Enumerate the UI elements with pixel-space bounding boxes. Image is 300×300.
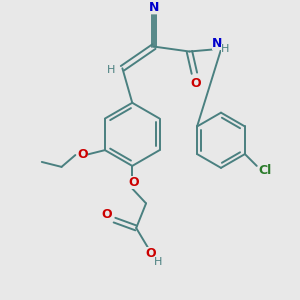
Text: H: H: [154, 256, 162, 266]
Text: O: O: [128, 176, 139, 189]
Text: H: H: [221, 44, 229, 54]
Text: O: O: [77, 148, 88, 160]
Text: H: H: [107, 65, 116, 75]
Text: O: O: [190, 76, 201, 90]
Text: O: O: [146, 247, 156, 260]
Text: N: N: [212, 37, 222, 50]
Text: O: O: [101, 208, 112, 221]
Text: Cl: Cl: [258, 164, 271, 177]
Text: N: N: [149, 1, 159, 13]
